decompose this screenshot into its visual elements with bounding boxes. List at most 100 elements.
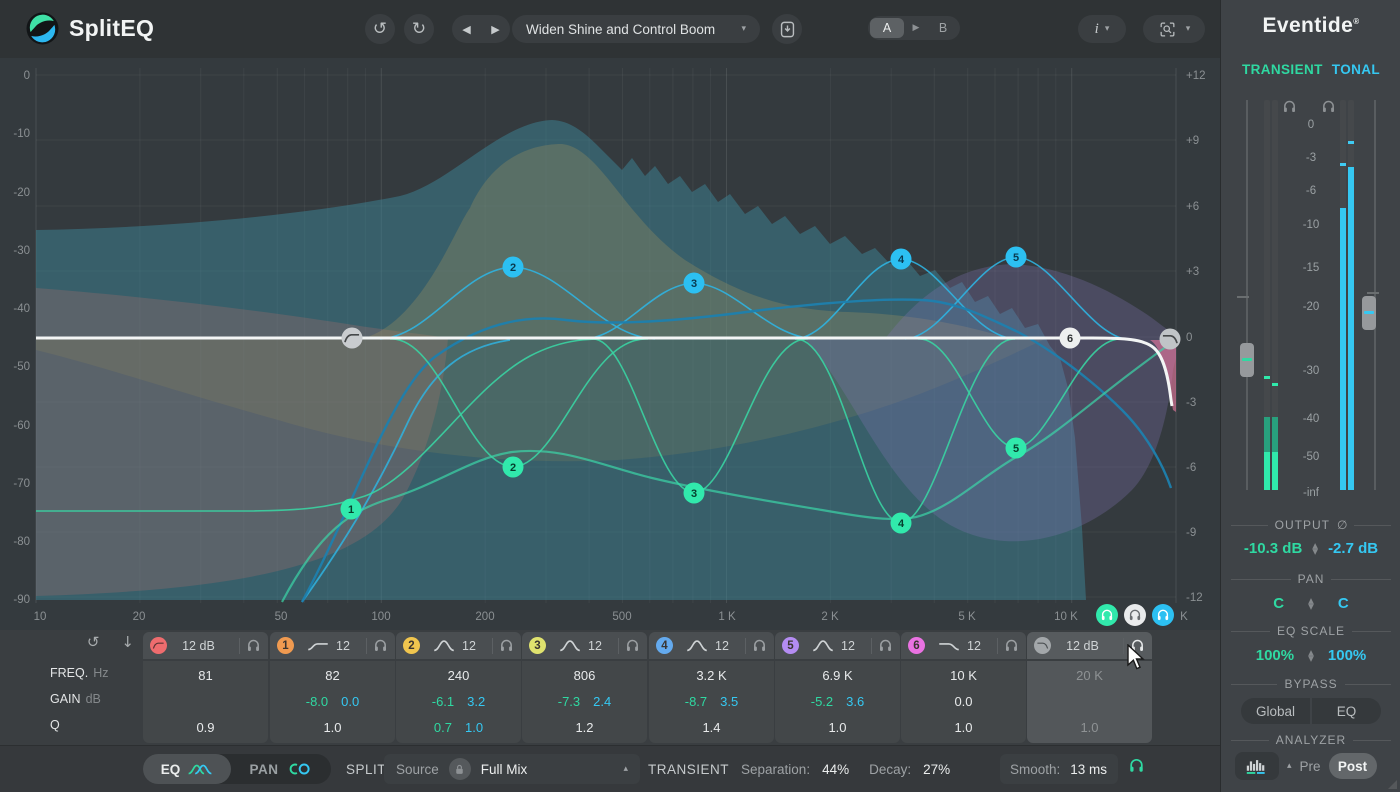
band-header-2[interactable]: 2 12 [396, 632, 521, 659]
slope-value[interactable]: 12 [715, 638, 729, 653]
band-1-badge[interactable]: 1 [277, 637, 294, 654]
bypass-eq-button[interactable]: EQ [1312, 698, 1381, 724]
tonal-gain-slider-track[interactable] [1374, 100, 1376, 490]
eq-scale-stepper[interactable]: ▲ ▼ [1308, 647, 1314, 663]
freq-value[interactable]: 10 K [950, 668, 977, 683]
band-solo-icon[interactable] [752, 638, 767, 653]
marker-tonal-4[interactable]: 4 [890, 248, 912, 270]
q-value[interactable]: 1.4 [702, 720, 721, 735]
marker-tonal-2[interactable]: 2 [502, 256, 524, 278]
band-header-6[interactable]: 6 12 [901, 632, 1026, 659]
analyzer-post-button[interactable]: Post [1328, 753, 1377, 779]
slope-value[interactable]: 12 [462, 638, 476, 653]
band-header-3[interactable]: 3 12 [522, 632, 647, 659]
eq-scale-tonal-value[interactable]: 100% [1327, 647, 1367, 664]
q-value[interactable]: 1.0 [828, 720, 847, 735]
band-solo-icon[interactable] [625, 638, 640, 653]
marker-tonal-5[interactable]: 5 [1005, 246, 1027, 268]
gain-value[interactable]: -5.2 3.6 [810, 694, 865, 709]
band-solo-icon[interactable] [373, 638, 388, 653]
next-preset-button[interactable]: ▶ [491, 22, 500, 36]
q-value[interactable]: 1.0 [1080, 720, 1099, 735]
gain-value[interactable]: 0.0 [954, 694, 973, 709]
smooth-value[interactable]: 13 ms [1070, 761, 1108, 777]
slope-value[interactable]: 12 [588, 638, 602, 653]
undo-button[interactable]: ↺ [365, 14, 395, 44]
slope-value[interactable]: 12 [841, 638, 855, 653]
q-value[interactable]: 1.0 [954, 720, 973, 735]
band-header-5[interactable]: 5 12 [775, 632, 900, 659]
ab-copy-button[interactable]: ▶ [912, 23, 920, 33]
band-solo-icon[interactable] [878, 638, 893, 653]
marker-transient-1[interactable]: 1 [340, 498, 362, 520]
band-solo-icon[interactable] [499, 638, 514, 653]
save-preset-button[interactable] [772, 14, 802, 44]
transient-gain-slider-handle[interactable] [1240, 343, 1254, 377]
highpass-badge[interactable] [150, 637, 167, 654]
decay-value[interactable]: 27% [923, 761, 951, 777]
output-tonal-value[interactable]: -2.7 dB [1328, 540, 1379, 557]
marker-lowpass[interactable] [1159, 328, 1181, 350]
pan-stepper[interactable]: ▲ ▼ [1308, 595, 1314, 611]
solo-tonal-button[interactable] [1152, 604, 1174, 626]
gain-value[interactable]: -6.1 3.2 [431, 694, 486, 709]
freq-value[interactable]: 6.9 K [822, 668, 853, 683]
pan-transient-value[interactable]: C [1273, 595, 1285, 612]
freq-value[interactable]: 3.2 K [696, 668, 727, 683]
info-menu-button[interactable]: i ▾ [1078, 15, 1126, 43]
band-header-4[interactable]: 4 12 [649, 632, 774, 659]
output-transient-value[interactable]: -10.3 dB [1243, 540, 1303, 557]
preset-selector[interactable]: Widen Shine and Control Boom ▾ [512, 15, 760, 43]
freq-value[interactable]: 82 [325, 668, 340, 683]
marker-transient-4[interactable]: 4 [890, 512, 912, 534]
analyzer-pre-button[interactable]: Pre [1299, 758, 1321, 774]
tab-pan[interactable]: PAN [231, 754, 331, 784]
band-2-badge[interactable]: 2 [403, 637, 420, 654]
chevron-up-icon[interactable]: ▴ [623, 764, 628, 774]
band-header-highpass[interactable]: 12 dB [143, 632, 268, 659]
window-resize-button[interactable]: ▾ [1143, 15, 1205, 43]
marker-tonal-3[interactable]: 3 [683, 272, 705, 294]
redo-button[interactable]: ↻ [404, 14, 434, 44]
eq-scale-transient-value[interactable]: 100% [1255, 647, 1295, 664]
collapse-strip-icon[interactable]: ↓ [121, 633, 134, 651]
tab-eq[interactable]: EQ [143, 754, 231, 784]
q-value[interactable]: 0.7 1.0 [433, 720, 484, 735]
transient-gain-slider-track[interactable] [1246, 100, 1248, 490]
resize-corner-handle[interactable] [1388, 780, 1397, 789]
transient-meter-headphone-icon[interactable] [1282, 99, 1297, 114]
pan-tonal-value[interactable]: C [1337, 595, 1349, 612]
lock-icon[interactable] [448, 758, 471, 780]
band-4-badge[interactable]: 4 [656, 637, 673, 654]
freq-value[interactable]: 806 [573, 668, 596, 683]
ab-a-button[interactable]: A [870, 18, 904, 38]
band-3-badge[interactable]: 3 [529, 637, 546, 654]
null-output-icon[interactable]: ∅ [1336, 518, 1348, 532]
marker-band-6[interactable]: 6 [1059, 327, 1081, 349]
prev-preset-button[interactable]: ◀ [462, 22, 471, 36]
marker-transient-3[interactable]: 3 [683, 482, 705, 504]
analyzer-toggle-button[interactable] [1235, 752, 1279, 780]
tonal-gain-slider-handle[interactable] [1362, 296, 1376, 330]
slope-value[interactable]: 12 [336, 638, 350, 653]
eq-graph[interactable]: 2 3 4 5 1 2 3 [0, 58, 1220, 630]
band-header-1[interactable]: 1 12 [270, 632, 395, 659]
marker-transient-2[interactable]: 2 [502, 456, 524, 478]
band-solo-icon[interactable] [246, 638, 261, 653]
slope-value[interactable]: 12 dB [182, 638, 215, 653]
band-solo-icon[interactable] [1004, 638, 1019, 653]
bypass-global-button[interactable]: Global [1241, 698, 1310, 724]
reset-bands-icon[interactable]: ↺ [86, 633, 100, 651]
separation-value[interactable]: 44% [822, 761, 850, 777]
transient-monitor-button[interactable] [1128, 757, 1145, 774]
ab-b-button[interactable]: B [938, 21, 948, 35]
marker-highpass[interactable] [341, 327, 363, 349]
band-6-badge[interactable]: 6 [908, 637, 925, 654]
freq-value[interactable]: 81 [198, 668, 213, 683]
q-value[interactable]: 1.2 [575, 720, 594, 735]
tonal-meter-headphone-icon[interactable] [1321, 99, 1336, 114]
freq-value[interactable]: 240 [447, 668, 470, 683]
slope-value[interactable]: 12 dB [1066, 638, 1099, 653]
q-value[interactable]: 0.9 [196, 720, 215, 735]
gain-value[interactable]: -8.7 3.5 [684, 694, 739, 709]
